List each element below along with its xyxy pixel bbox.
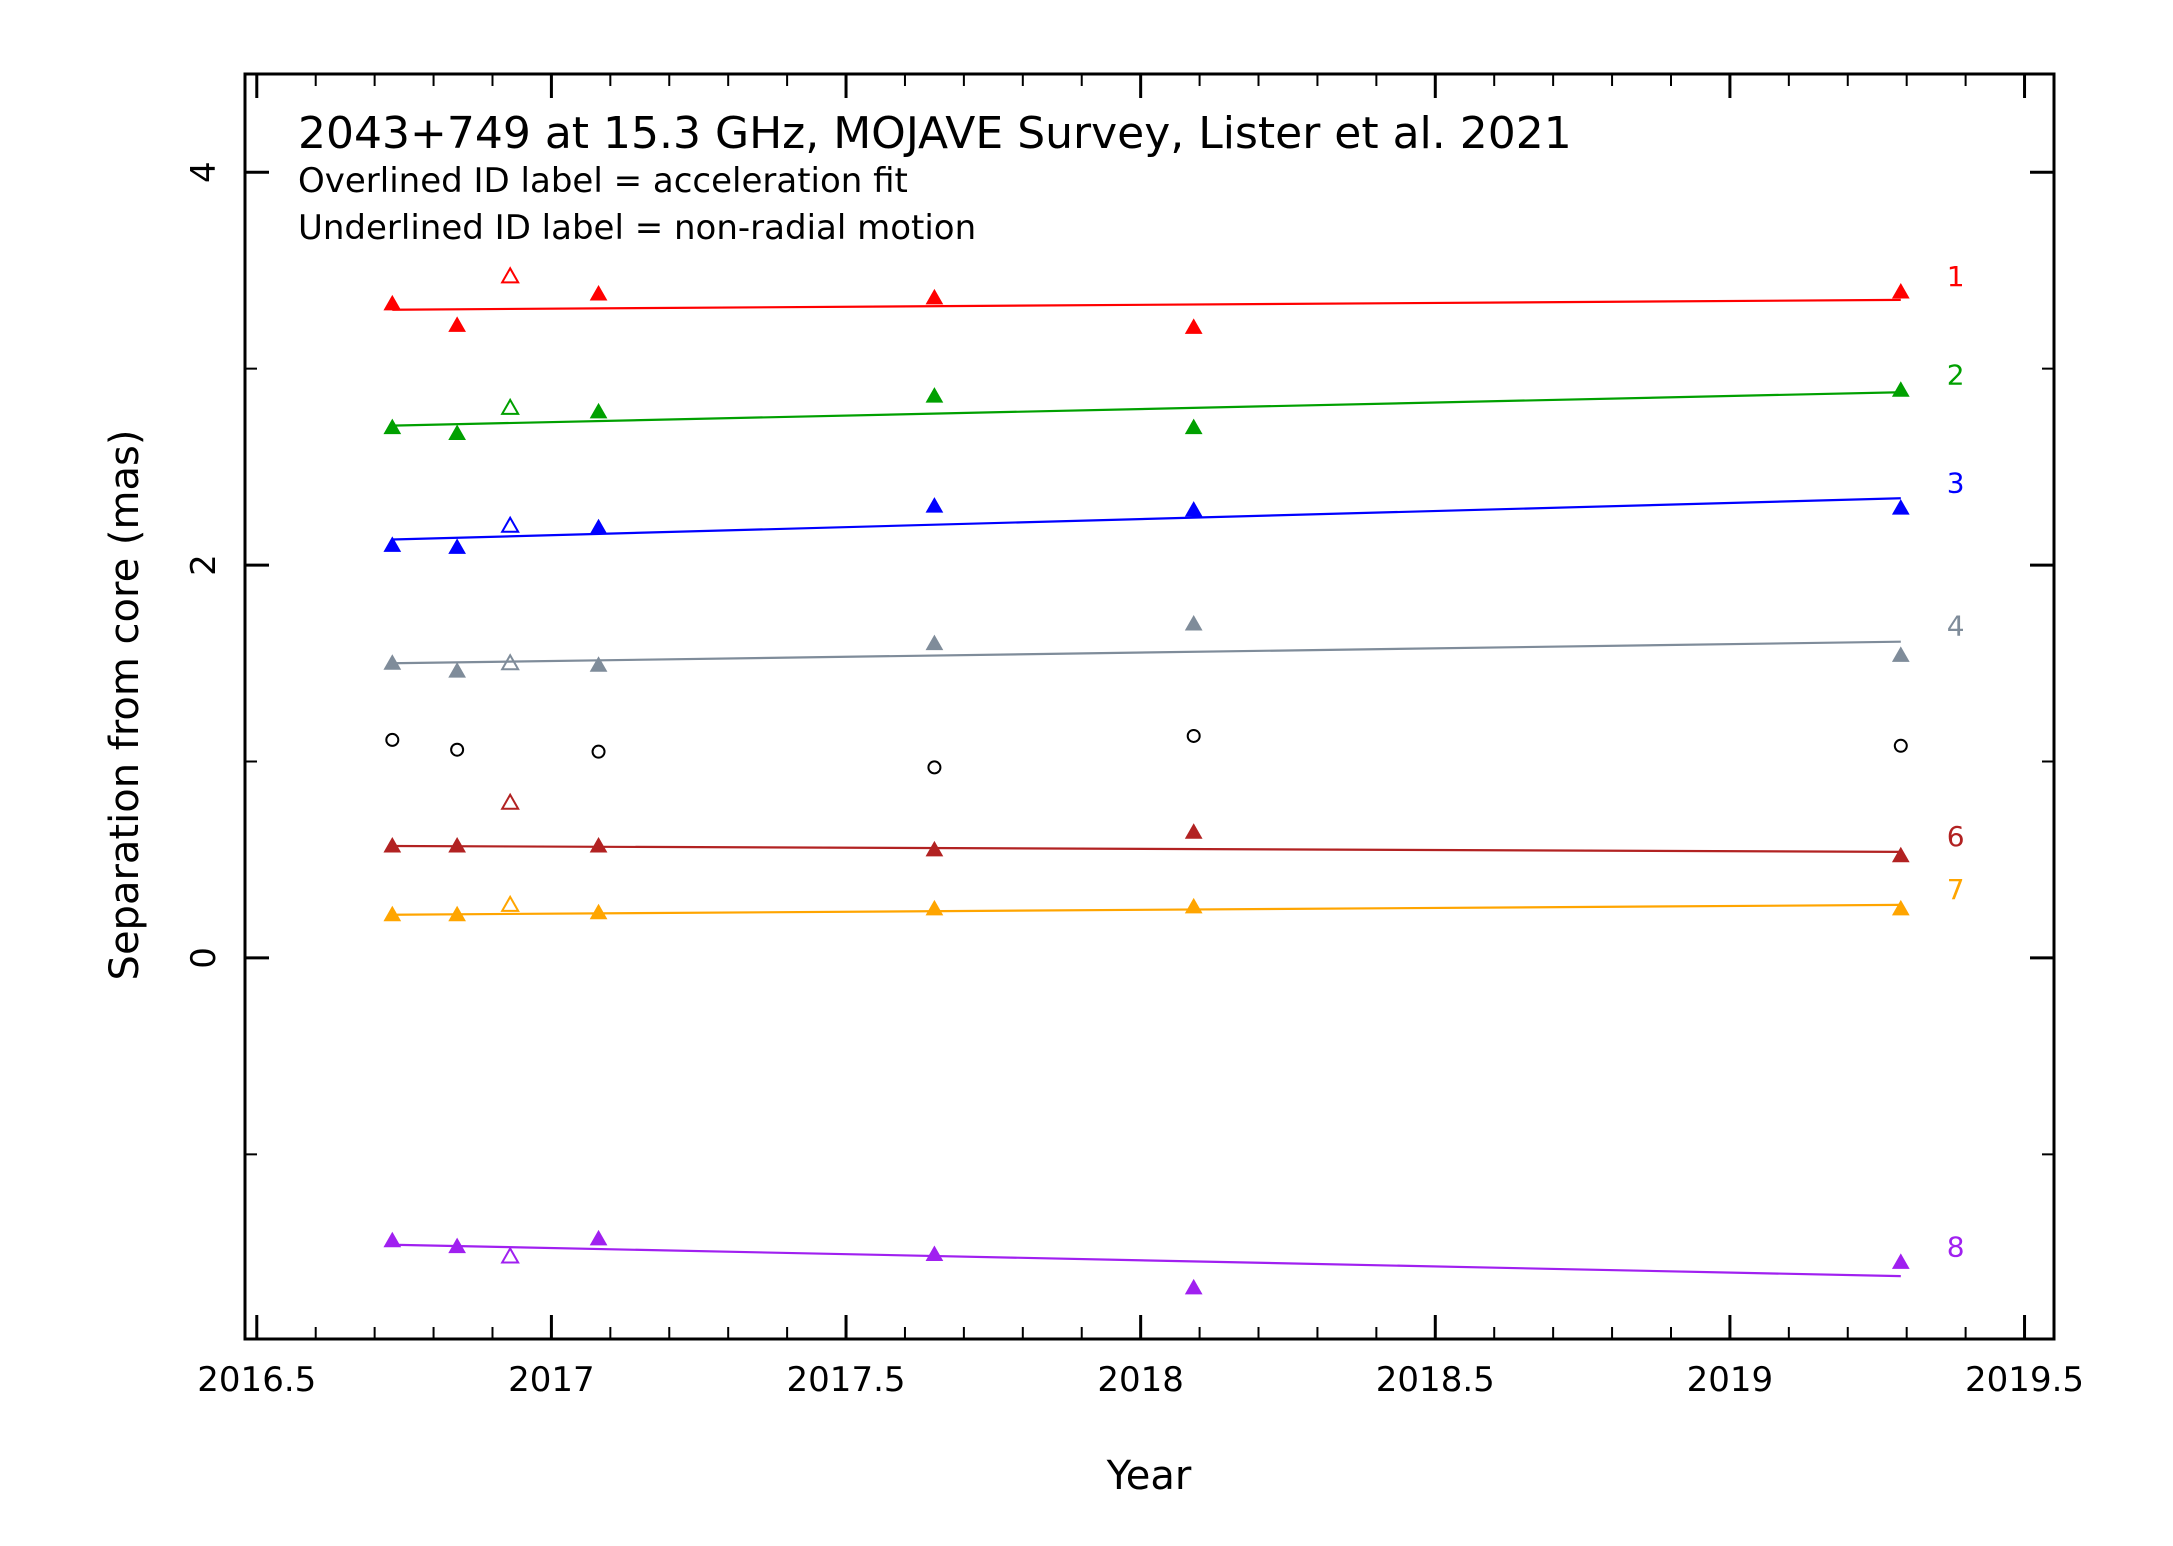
series-id-label: 8: [1947, 1230, 1965, 1263]
x-tick-label: 2019.5: [1965, 1360, 2084, 1400]
data-point: [448, 316, 466, 332]
data-point: [1184, 823, 1203, 839]
data-point: [1891, 846, 1910, 863]
fit-line-8: [392, 1243, 1901, 1278]
data-point: [927, 760, 942, 775]
note-acceleration: Overlined ID label = acceleration fit: [298, 161, 908, 201]
fit-line-1: [392, 298, 1901, 311]
data-point: [1184, 318, 1203, 334]
data-point: [1891, 646, 1910, 662]
x-tick-label: 2018.5: [1376, 1360, 1495, 1400]
x-tick-label: 2016.5: [197, 1360, 316, 1400]
x-tick-label: 2018: [1097, 1360, 1184, 1400]
data-point: [925, 634, 944, 651]
data-point: [448, 836, 466, 853]
data-point: [448, 662, 466, 678]
data-point-open: [500, 1246, 520, 1264]
data-point: [925, 387, 944, 403]
data-point: [383, 1231, 402, 1248]
fit-line-6: [392, 844, 1901, 853]
data-point: [925, 840, 944, 857]
data-point: [925, 497, 944, 513]
data-point: [383, 294, 402, 311]
data-point: [589, 402, 608, 419]
fit-lines: [392, 298, 1901, 1278]
series-id-label: 1: [1947, 260, 1965, 293]
data-point: [450, 742, 465, 757]
axis-ticks: 2016.5 2017 2017.5 2018 2018.5 2019 2019.5 0 2 4: [184, 74, 2084, 1400]
plot-frame: [243, 72, 2056, 1341]
x-tick-label: 2017: [508, 1360, 595, 1400]
series-id-label: 7: [1947, 873, 1965, 906]
y-tick-label: 0: [184, 947, 224, 969]
y-tick-label: 4: [184, 161, 224, 183]
data-point: [385, 732, 400, 747]
data-point: [589, 1229, 608, 1246]
note-nonradial: Underlined ID label = non-radial motion: [298, 208, 976, 248]
data-point: [383, 418, 402, 435]
x-tick-label: 2019: [1687, 1360, 1774, 1400]
series-id-label: 6: [1947, 820, 1965, 853]
data-point: [589, 656, 608, 672]
y-axis-label: Separation from core (mas): [102, 430, 148, 981]
data-point: [1891, 1253, 1910, 1269]
series-id-label: 2: [1947, 358, 1965, 391]
data-point: [1184, 614, 1203, 631]
data-point: [1891, 499, 1910, 515]
fit-line-2: [392, 391, 1901, 427]
data-point: [925, 288, 944, 305]
data-markers: [383, 266, 1910, 1295]
data-point-open: [500, 653, 520, 671]
component-id-labels: 1 2 3 4 6 7 8: [1947, 260, 1965, 1263]
fit-line-3: [392, 497, 1901, 541]
data-point: [1891, 283, 1910, 299]
fit-line-7: [392, 903, 1901, 916]
data-point: [1184, 1278, 1203, 1295]
data-point: [589, 518, 608, 535]
data-point: [383, 536, 402, 552]
data-point: [448, 905, 466, 922]
y-tick-label: 2: [184, 554, 224, 576]
data-point: [448, 424, 466, 440]
x-axis-label: Year: [1106, 1453, 1192, 1499]
data-point: [383, 654, 402, 670]
data-point: [448, 538, 466, 554]
chart-title: 2043+749 at 15.3 GHz, MOJAVE Survey, Lis…: [298, 108, 1572, 159]
data-point: [1891, 381, 1910, 397]
data-point: [591, 744, 606, 759]
data-point: [925, 899, 944, 916]
data-point: [448, 1237, 466, 1254]
data-point: [383, 836, 402, 853]
series-id-label: 4: [1947, 610, 1965, 643]
data-point: [1184, 501, 1203, 517]
x-tick-label: 2017.5: [787, 1360, 906, 1400]
data-point: [1186, 728, 1201, 743]
data-point: [589, 284, 608, 301]
data-point-open: [500, 792, 520, 810]
data-point-open: [500, 894, 520, 912]
data-point-open: [500, 515, 520, 533]
data-point: [383, 905, 402, 922]
data-point: [589, 903, 608, 920]
data-point: [1184, 418, 1203, 435]
data-point: [1893, 738, 1908, 753]
fit-line-4: [392, 640, 1901, 665]
data-point: [1891, 899, 1910, 916]
series-id-label: 3: [1947, 466, 1965, 499]
data-point-open: [500, 266, 520, 284]
data-point-open: [500, 397, 520, 415]
data-point: [1184, 897, 1203, 914]
data-point: [925, 1245, 944, 1262]
data-point: [589, 836, 608, 853]
